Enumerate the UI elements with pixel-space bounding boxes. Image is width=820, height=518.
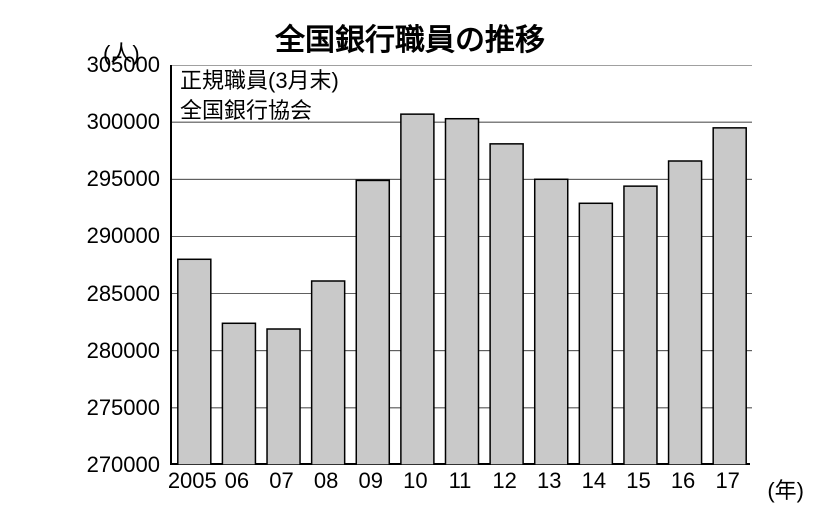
bar — [401, 114, 434, 465]
x-tick-label: 07 — [269, 468, 293, 494]
y-tick-label: 270000 — [87, 452, 160, 478]
x-tick-label: 11 — [449, 468, 472, 494]
bar — [669, 161, 702, 465]
plot-area — [170, 65, 750, 465]
y-tick-label: 300000 — [87, 109, 160, 135]
x-tick-label: 17 — [715, 468, 739, 494]
x-tick-label: 08 — [314, 468, 338, 494]
bar — [624, 186, 657, 465]
y-tick-label: 305000 — [87, 52, 160, 78]
y-tick-label: 290000 — [87, 223, 160, 249]
y-tick-label: 275000 — [87, 395, 160, 421]
bar — [267, 329, 300, 465]
y-tick-label: 280000 — [87, 338, 160, 364]
bar — [178, 259, 211, 465]
x-tick-label: 13 — [537, 468, 561, 494]
x-tick-label: 16 — [671, 468, 695, 494]
x-tick-label: 15 — [626, 468, 650, 494]
x-tick-label: 09 — [359, 468, 383, 494]
bar — [490, 144, 523, 465]
y-tick-label: 295000 — [87, 166, 160, 192]
bar — [535, 179, 568, 465]
y-axis-labels: 2700002750002800002850002900002950003000… — [0, 65, 160, 465]
bar — [356, 180, 389, 465]
bar — [713, 128, 746, 465]
x-axis-unit: (年) — [767, 473, 804, 505]
bar — [312, 281, 345, 465]
x-tick-label: 12 — [492, 468, 516, 494]
x-tick-label: 10 — [403, 468, 427, 494]
x-axis-labels: 2005 06 07 08 09 10 11 12 13 14 15 16 17 — [170, 468, 750, 508]
x-tick-label: 06 — [225, 468, 249, 494]
x-tick-label: 2005 — [168, 468, 217, 494]
bar — [579, 203, 612, 465]
bar — [222, 323, 255, 465]
y-tick-label: 285000 — [87, 281, 160, 307]
x-tick-label: 14 — [582, 468, 606, 494]
bar — [445, 119, 478, 465]
chart-svg — [172, 65, 752, 465]
